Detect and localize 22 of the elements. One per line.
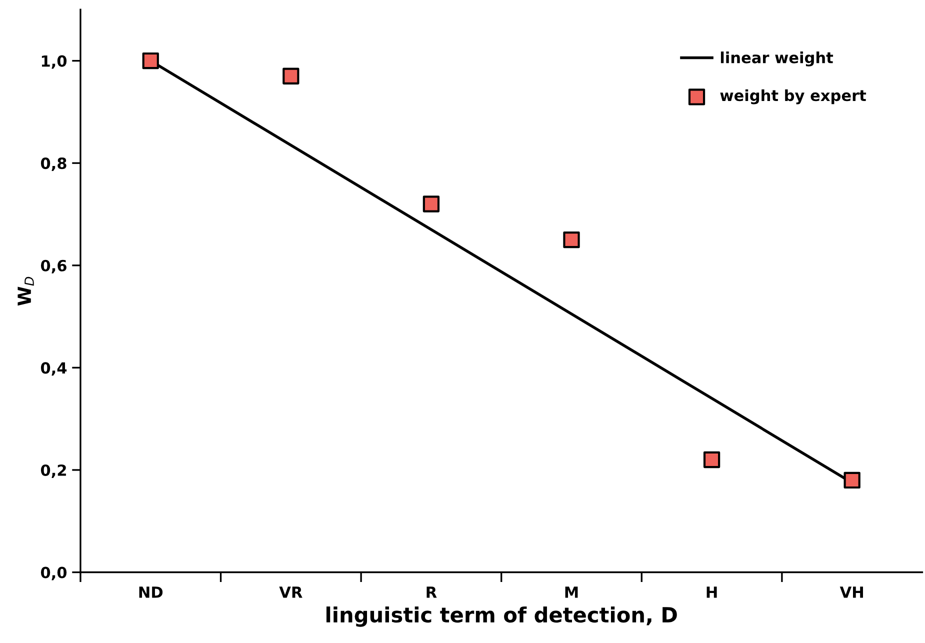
x-tick-label: VR <box>279 586 302 598</box>
point <box>563 231 580 248</box>
y-axis-title: W$_{D}$ <box>18 276 34 306</box>
legend-label: linear weight <box>720 52 834 66</box>
point <box>703 451 720 468</box>
x-tick-label: H <box>706 586 717 598</box>
y-tick-label: 0,6 <box>40 260 66 274</box>
legend-label: weight by expert <box>720 89 866 104</box>
x-tick-label: VH <box>840 586 863 598</box>
x-tick-label: R <box>426 586 437 598</box>
y-tick-label: 0,0 <box>40 566 67 580</box>
y-tick-label: 0,4 <box>40 362 67 376</box>
point <box>142 52 159 70</box>
y-tick-label: 1,0 <box>42 55 67 69</box>
x-tick-label: M <box>565 586 578 598</box>
point <box>282 68 300 84</box>
x-axis-title: linguistic term of detection, D <box>326 606 677 627</box>
point <box>422 196 440 212</box>
x-tick-label: ND <box>139 586 163 598</box>
y-tick-label: 0,2 <box>40 464 66 478</box>
point <box>844 472 860 489</box>
y-tick-label: 0,8 <box>40 158 66 172</box>
